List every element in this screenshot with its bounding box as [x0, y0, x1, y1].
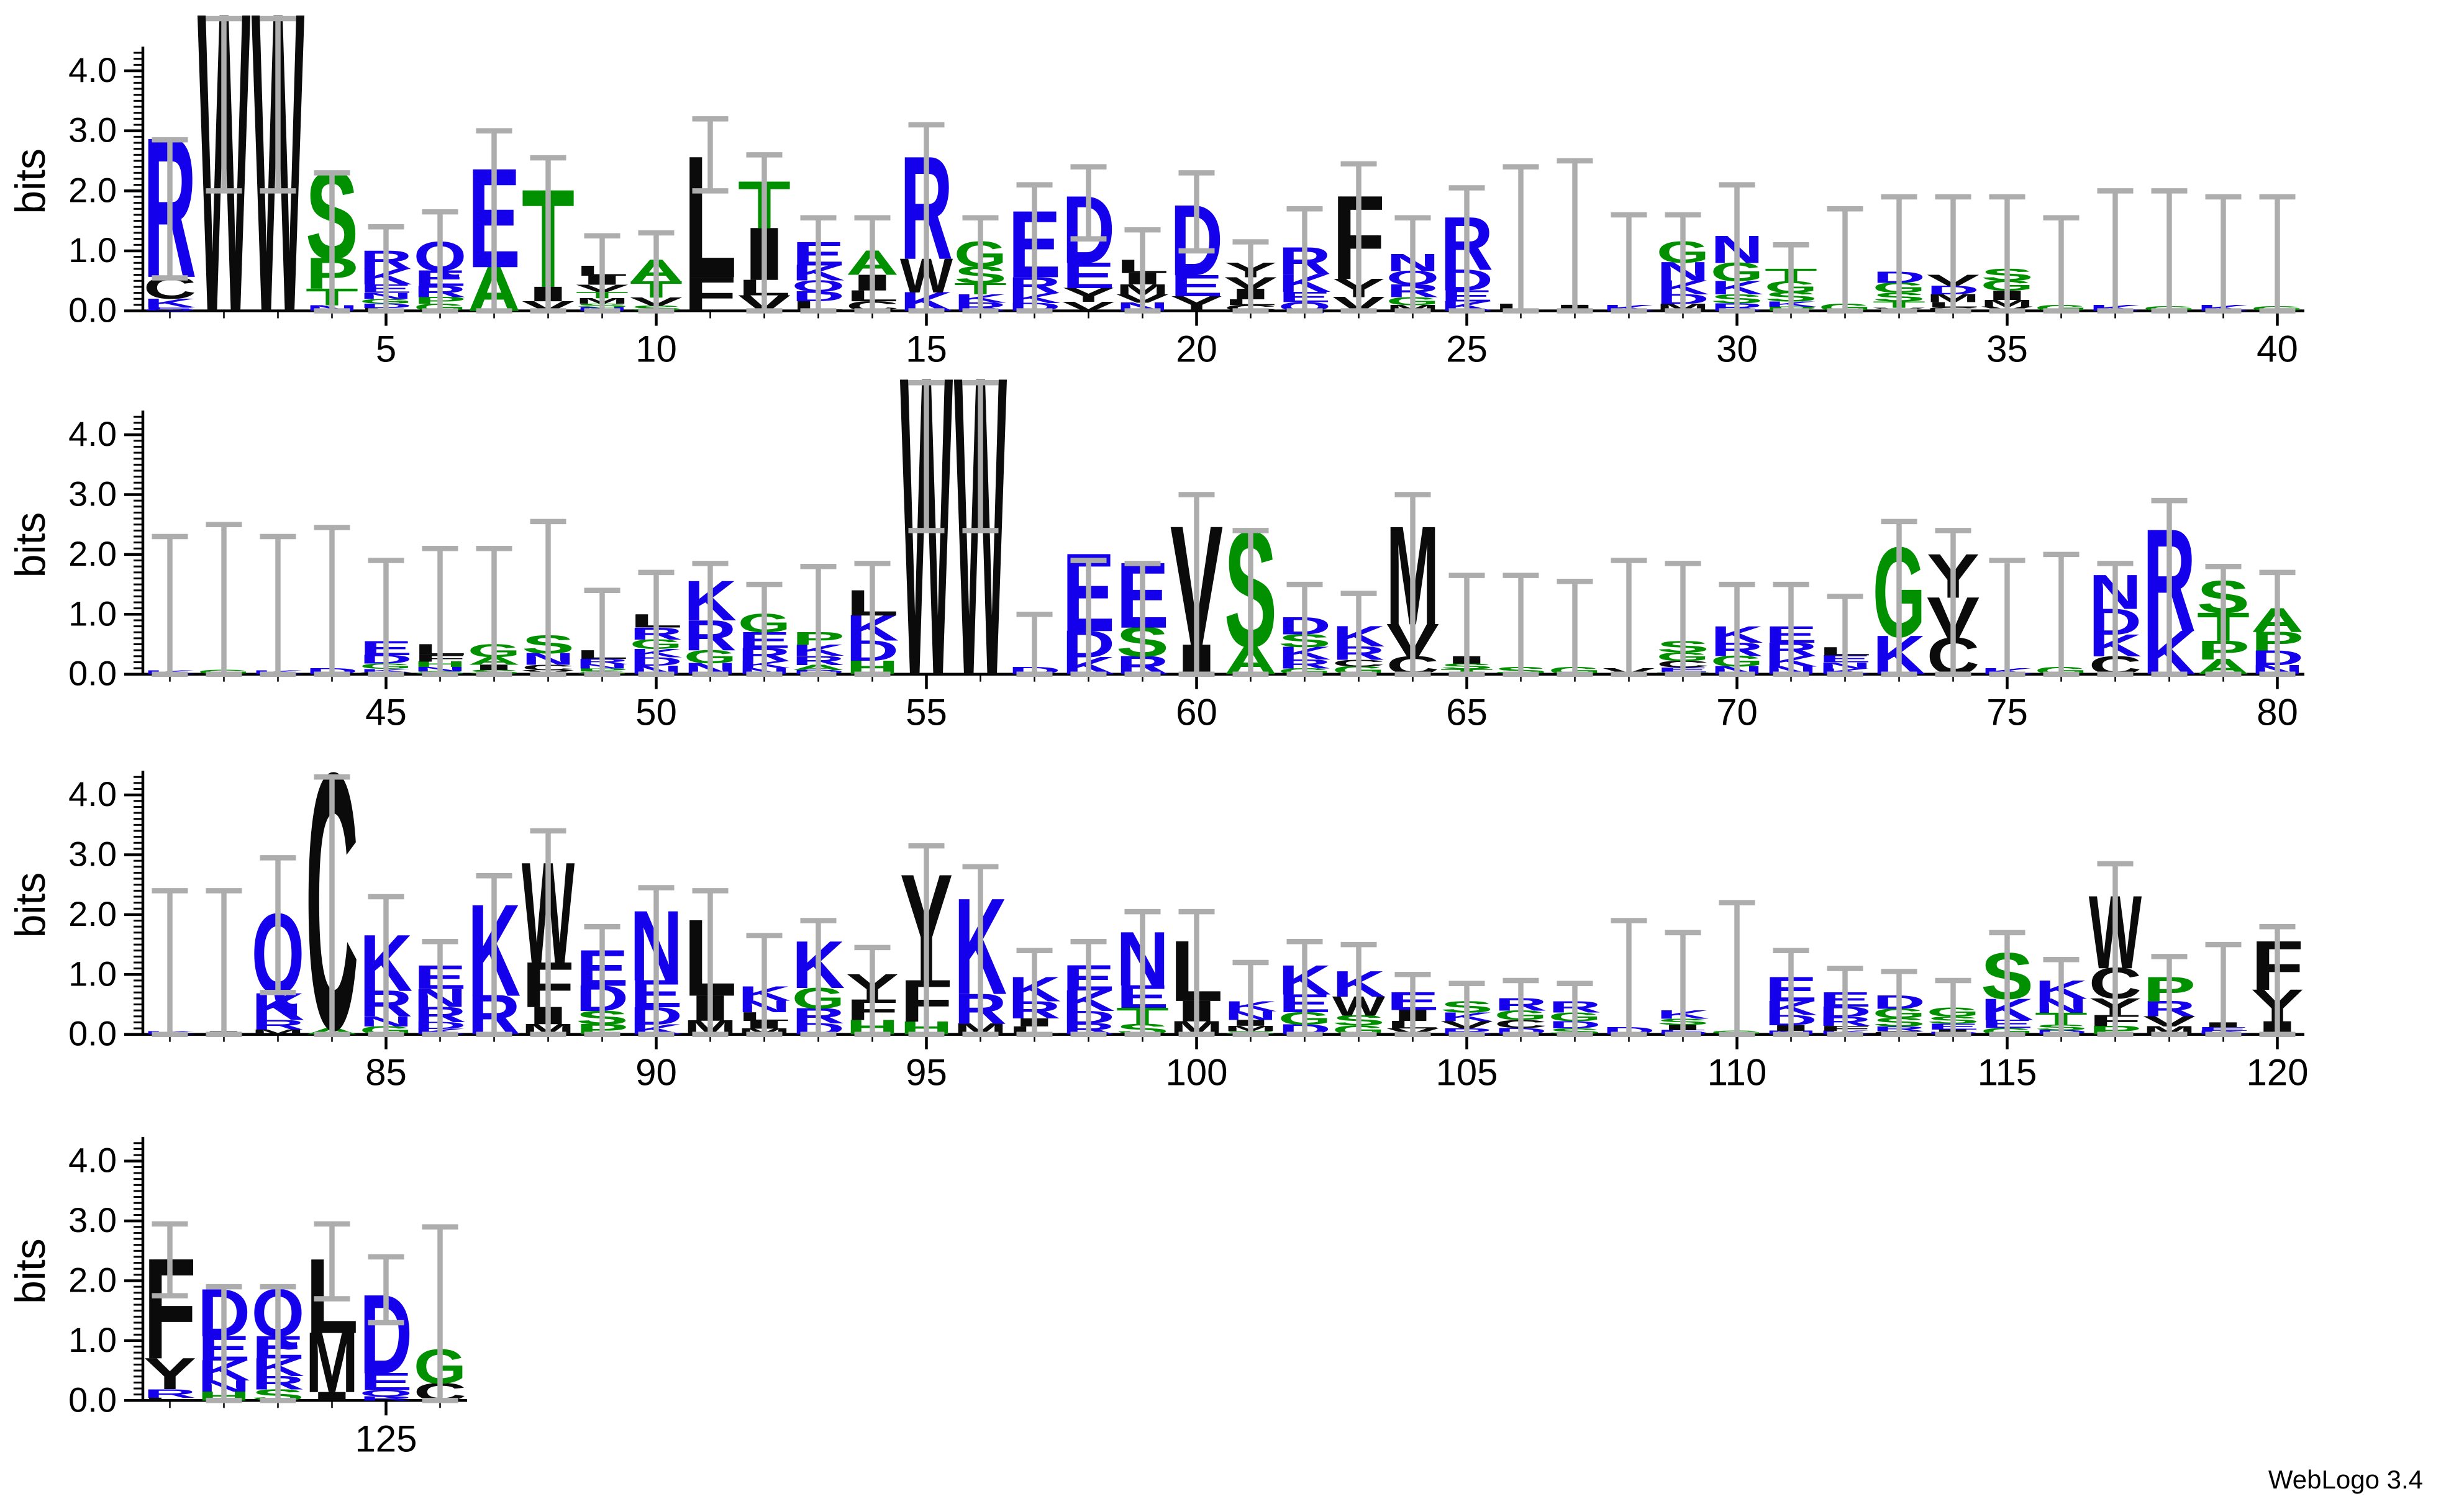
- svg-text:0.0: 0.0: [68, 654, 117, 693]
- svg-text:70: 70: [1716, 692, 1758, 733]
- svg-text:80: 80: [2257, 692, 2298, 733]
- svg-text:1.0: 1.0: [68, 230, 117, 270]
- svg-text:0.0: 0.0: [68, 291, 117, 330]
- svg-text:60: 60: [1176, 692, 1217, 733]
- svg-text:bits: bits: [7, 512, 54, 578]
- svg-text:5: 5: [376, 328, 396, 370]
- svg-text:30: 30: [1716, 328, 1758, 370]
- svg-text:bits: bits: [7, 872, 54, 938]
- svg-text:0.0: 0.0: [68, 1014, 117, 1053]
- svg-text:3.0: 3.0: [68, 474, 117, 514]
- svg-text:2.0: 2.0: [68, 534, 117, 573]
- svg-text:75: 75: [1986, 692, 2028, 733]
- svg-text:125: 125: [355, 1418, 417, 1459]
- svg-text:1.0: 1.0: [68, 954, 117, 993]
- svg-text:85: 85: [365, 1052, 407, 1094]
- svg-text:1.0: 1.0: [68, 594, 117, 633]
- svg-text:95: 95: [906, 1052, 947, 1094]
- svg-text:4.0: 4.0: [68, 50, 117, 89]
- svg-text:105: 105: [1435, 1052, 1498, 1094]
- svg-text:35: 35: [1986, 328, 2028, 370]
- svg-text:40: 40: [2257, 328, 2298, 370]
- svg-text:25: 25: [1446, 328, 1488, 370]
- svg-text:4.0: 4.0: [68, 414, 117, 453]
- svg-text:2.0: 2.0: [68, 170, 117, 209]
- svg-text:3.0: 3.0: [68, 1200, 117, 1239]
- svg-text:bits: bits: [7, 148, 54, 214]
- svg-text:50: 50: [635, 692, 677, 733]
- svg-text:20: 20: [1176, 328, 1217, 370]
- svg-text:2.0: 2.0: [68, 1261, 117, 1300]
- svg-text:110: 110: [1707, 1052, 1767, 1094]
- svg-text:4.0: 4.0: [68, 774, 117, 813]
- svg-text:115: 115: [1978, 1052, 2037, 1094]
- svg-text:2.0: 2.0: [68, 894, 117, 933]
- svg-text:4.0: 4.0: [68, 1141, 117, 1180]
- svg-text:3.0: 3.0: [68, 111, 117, 150]
- svg-text:45: 45: [365, 692, 407, 733]
- svg-text:90: 90: [635, 1052, 677, 1094]
- svg-text:0.0: 0.0: [68, 1380, 117, 1419]
- svg-text:65: 65: [1446, 692, 1488, 733]
- svg-text:bits: bits: [7, 1238, 54, 1304]
- svg-text:100: 100: [1165, 1052, 1227, 1094]
- svg-text:1.0: 1.0: [68, 1320, 117, 1359]
- svg-text:120: 120: [2246, 1052, 2308, 1094]
- svg-text:10: 10: [635, 328, 677, 370]
- svg-text:3.0: 3.0: [68, 835, 117, 874]
